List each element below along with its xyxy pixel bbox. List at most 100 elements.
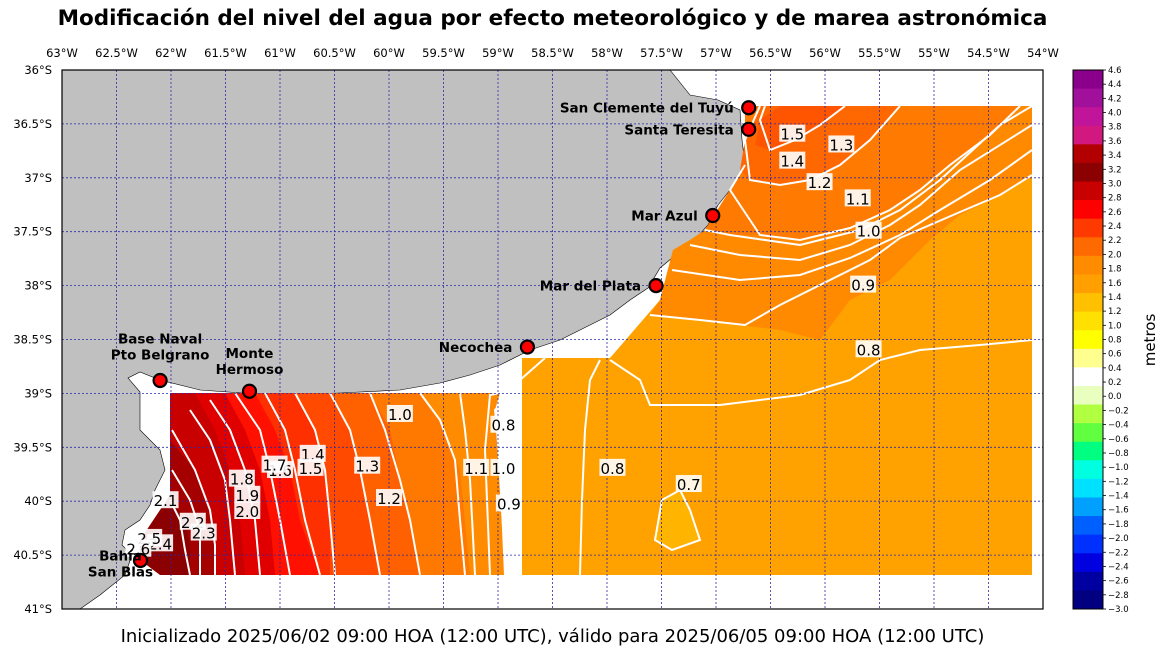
colorbar: 4.6 4.4 4.2 4.0 3.8 3.6 3.4 3.2 3.0 2.8 2.6 2.4 2.2 2…	[1072, 66, 1159, 615]
longitude-tick-label: 62.5°W	[95, 46, 138, 60]
city-marker: Santa Teresita	[624, 121, 757, 138]
colorbar-segment	[1073, 107, 1103, 127]
contour-value: 1.2	[377, 490, 401, 508]
longitude-tick-label: 55°W	[918, 46, 950, 60]
init-valid-caption: Inicializado 2025/06/02 09:00 HOA (12:00…	[120, 626, 985, 647]
contour-value: 1.8	[230, 471, 254, 489]
longitude-tick-label: 58°W	[591, 46, 623, 60]
colorbar-tick-label: −1.2	[1108, 477, 1129, 487]
contour-label: 1.2	[376, 489, 402, 508]
longitude-labels: 63°W 62.5°W 62°W 61.5°W 61°W 60.5°W 60°W 59.5°W…	[46, 46, 1059, 60]
longitude-tick-label: 63°W	[46, 46, 78, 60]
city-dot	[241, 383, 258, 399]
colorbar-tick-label: −1.6	[1108, 506, 1129, 516]
longitude-tick-label: 56°W	[809, 46, 841, 60]
colorbar-segment	[1073, 404, 1103, 424]
colorbar-tick-label: −2.0	[1108, 534, 1129, 544]
contour-label: 1.2	[806, 173, 833, 192]
colorbar-tick-label: 1.4	[1108, 293, 1122, 303]
colorbar-tick-label: 0.4	[1108, 364, 1122, 374]
city-label: San Blas	[88, 564, 153, 580]
latitude-tick-label: 38.5°S	[13, 333, 52, 347]
colorbar-tick-label: −0.2	[1108, 406, 1129, 416]
colorbar-tick-label: 1.0	[1108, 321, 1122, 331]
city-dot	[648, 278, 664, 294]
colorbar-tick-label: −0.8	[1108, 449, 1129, 459]
colorbar-segment	[1073, 311, 1103, 331]
longitude-tick-label: 59°W	[482, 46, 514, 60]
colorbar-tick-label: 3.0	[1108, 179, 1122, 189]
city-dot	[741, 100, 757, 116]
latitude-labels: 36°S 36.5°S 37°S 37.5°S 38°S 38.5°S 39°S 39.5°S…	[13, 63, 52, 616]
colorbar-tick-label: 3.8	[1108, 123, 1122, 133]
colorbar-segment	[1073, 200, 1103, 220]
colorbar-tick-label: 0.0	[1108, 392, 1122, 402]
colorbar-segment	[1073, 478, 1103, 498]
contour-label: 1.1	[844, 189, 871, 208]
contour-label: 1.7	[261, 455, 288, 475]
city-label: Pto Belgrano	[111, 347, 210, 363]
city-marker: Mar del Plata	[540, 278, 664, 295]
colorbar-tick-label: 0.8	[1108, 336, 1122, 346]
colorbar-tick-label: 1.6	[1108, 279, 1122, 289]
contour-value: 0.9	[497, 495, 521, 513]
colorbar-segment	[1073, 181, 1103, 201]
contour-labels: 1.51.41.31.21.11.00.90.81.00.81.1 1.00.90…	[125, 124, 882, 559]
colorbar-segment	[1073, 367, 1103, 387]
contour-label: 1.1	[463, 458, 490, 478]
latitude-tick-label: 39°S	[24, 386, 52, 400]
colorbar-tick-label: 3.4	[1108, 151, 1122, 161]
contour-label: 0.8	[599, 458, 626, 478]
contour-label: 1.5	[297, 458, 324, 478]
contour-value: 1.4	[780, 153, 804, 171]
colorbar-tick-label: 2.8	[1108, 194, 1122, 204]
colorbar-segment	[1073, 441, 1103, 461]
city-label: Necochea	[439, 340, 513, 356]
contour-value: 0.8	[857, 341, 881, 359]
latitude-tick-label: 37°S	[24, 171, 52, 185]
contour-label: 2.3	[190, 523, 217, 543]
longitude-tick-label: 60.5°W	[313, 46, 356, 60]
city-marker: Mar Azul	[631, 207, 721, 225]
contour-label: 1.0	[855, 221, 882, 241]
colorbar-label: metros	[1141, 314, 1159, 367]
contour-label: 0.9	[495, 494, 522, 513]
contour-value: 1.9	[235, 487, 259, 505]
colorbar-tick-label: 4.6	[1108, 66, 1122, 76]
colorbar-segment	[1073, 423, 1103, 443]
contour-value: 1.1	[464, 460, 488, 478]
colorbar-tick-label: 4.2	[1108, 94, 1122, 104]
city-dot	[705, 207, 721, 224]
colorbar-tick-label: 0.6	[1108, 350, 1122, 360]
colorbar-segment	[1073, 534, 1103, 554]
city-label: Bahía	[99, 548, 142, 564]
colorbar-segment	[1073, 330, 1103, 350]
colorbar-tick-label: −2.2	[1108, 548, 1129, 558]
contour-label: 0.9	[850, 275, 877, 295]
city-dot	[132, 552, 149, 569]
latitude-tick-label: 40°S	[24, 494, 52, 508]
contour-value: 1.1	[846, 190, 870, 208]
colorbar-segment	[1073, 70, 1103, 90]
colorbar-tick-label: 0.2	[1108, 378, 1122, 388]
colorbar-segment	[1073, 218, 1103, 238]
colorbar-segment	[1073, 293, 1103, 313]
longitude-tick-label: 60°W	[373, 46, 405, 60]
colorbar-segment	[1073, 571, 1103, 591]
colorbar-tick-label: −1.0	[1108, 463, 1129, 473]
contour-label: 0.8	[855, 340, 882, 359]
colorbar-segment	[1073, 144, 1103, 164]
city-dot	[152, 372, 168, 389]
city-label: San Clemente del Tuyú	[560, 101, 734, 117]
colorbar-segment	[1073, 497, 1103, 517]
colorbar-tick-label: −3.0	[1108, 605, 1129, 615]
contour-value: 0.8	[601, 460, 625, 478]
longitude-tick-label: 59.5°W	[422, 46, 465, 60]
colorbar-tick-label: 2.6	[1108, 208, 1122, 218]
contour-label: 1.5	[779, 124, 806, 144]
contour-value: 0.9	[851, 277, 875, 295]
contour-value: 1.0	[492, 460, 516, 478]
